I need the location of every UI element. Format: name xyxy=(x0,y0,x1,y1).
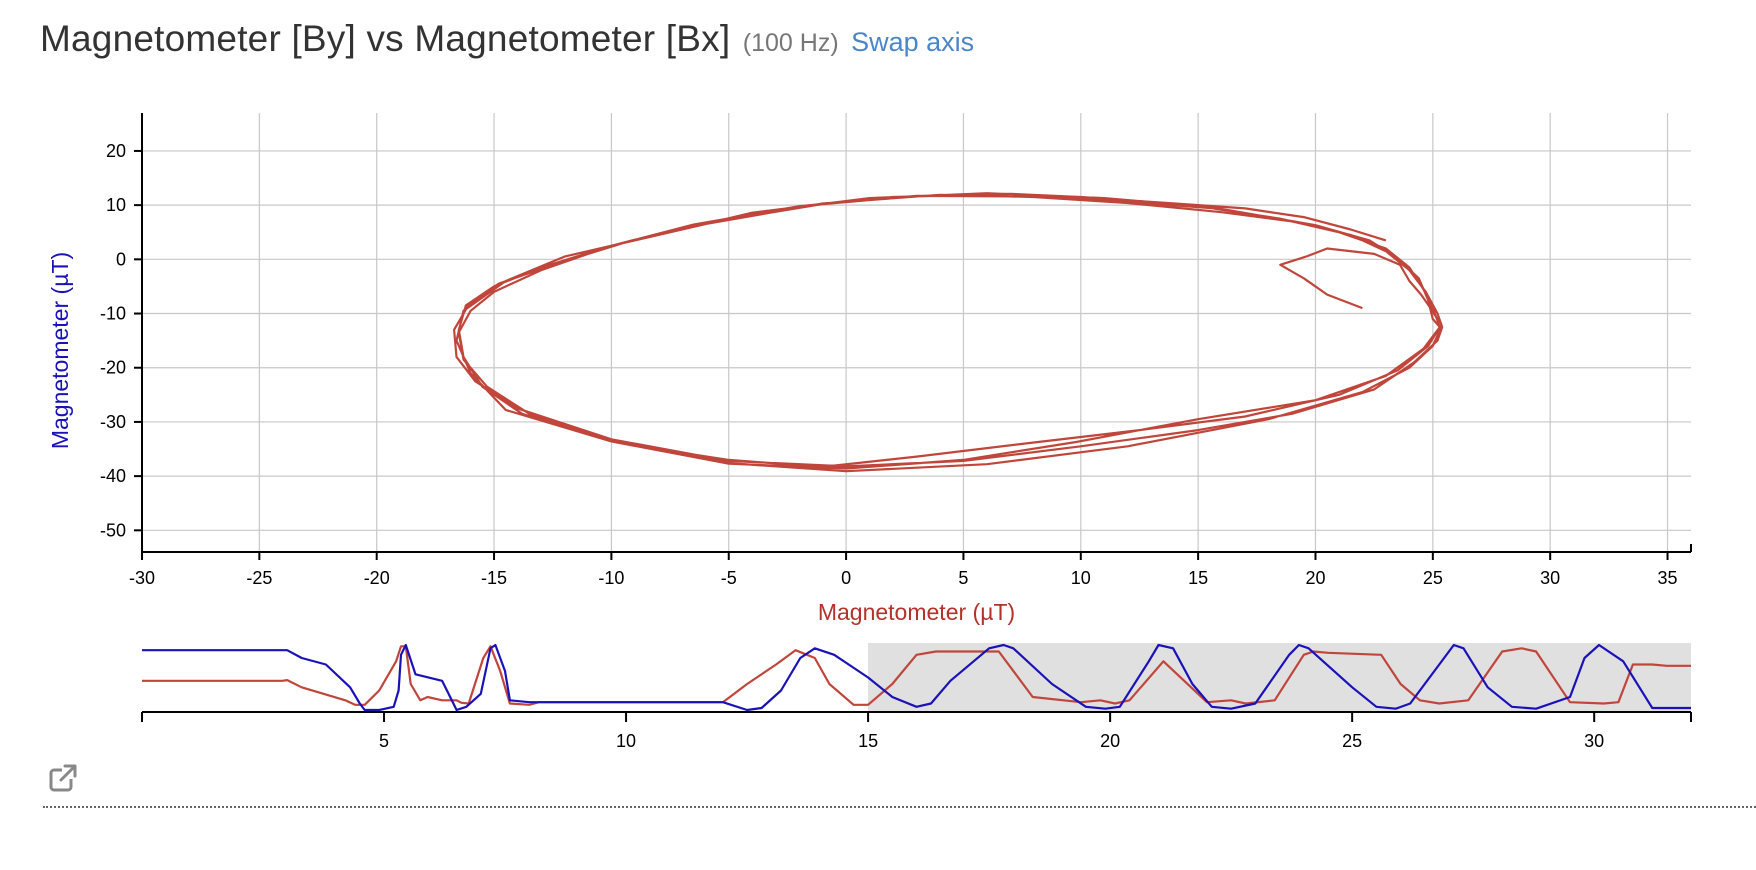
sample-rate-label: (100 Hz) xyxy=(742,29,839,57)
x-axis-label: Magnetometer (µT) xyxy=(818,599,1015,625)
x-tick-label: 15 xyxy=(1188,568,1208,588)
section-divider xyxy=(43,806,1756,808)
y-tick-label: -40 xyxy=(100,466,126,486)
y-tick-label: -30 xyxy=(100,412,126,432)
x-tick-label: -20 xyxy=(364,568,390,588)
x-tick-label: 30 xyxy=(1540,568,1560,588)
y-tick-label: 20 xyxy=(106,141,126,161)
chart-header: Magnetometer [By] vs Magnetometer [Bx] (… xyxy=(40,18,974,60)
x-tick-label: -10 xyxy=(598,568,624,588)
navigator-tick-label: 30 xyxy=(1584,731,1604,751)
x-tick-label: 20 xyxy=(1305,568,1325,588)
navigator-tick-label: 5 xyxy=(379,731,389,751)
navigator-tick-label: 15 xyxy=(858,731,878,751)
x-tick-label: 35 xyxy=(1658,568,1678,588)
y-tick-label: 0 xyxy=(116,249,126,269)
x-tick-label: -25 xyxy=(246,568,272,588)
y-axis-label: Magnetometer (µT) xyxy=(47,252,73,449)
swap-axis-link[interactable]: Swap axis xyxy=(851,27,975,57)
y-tick-label: 10 xyxy=(106,195,126,215)
x-tick-label: 5 xyxy=(958,568,968,588)
x-tick-label: 25 xyxy=(1423,568,1443,588)
navigator-tick-label: 25 xyxy=(1342,731,1362,751)
navigator-chart[interactable]: 5 10 15 20 25 30 xyxy=(0,628,1756,763)
x-tick-label: -5 xyxy=(721,568,737,588)
selection-range xyxy=(868,643,1691,712)
x-tick-label: -15 xyxy=(481,568,507,588)
navigator-tick-label: 10 xyxy=(616,731,636,751)
navigator-series-by xyxy=(142,643,1691,712)
external-link-icon[interactable] xyxy=(48,763,78,793)
x-tick-label: 10 xyxy=(1071,568,1091,588)
data-series-by-vs-bx xyxy=(453,192,1444,473)
y-tick-label: -50 xyxy=(100,520,126,540)
chart-title: Magnetometer [By] vs Magnetometer [Bx] xyxy=(40,18,731,59)
navigator-series-bx xyxy=(142,645,1691,706)
y-tick-label: -10 xyxy=(100,304,126,324)
navigator-tick-label: 20 xyxy=(1100,731,1120,751)
y-tick-label: -20 xyxy=(100,358,126,378)
x-tick-label: -30 xyxy=(129,568,155,588)
x-tick-label: 0 xyxy=(841,568,851,588)
